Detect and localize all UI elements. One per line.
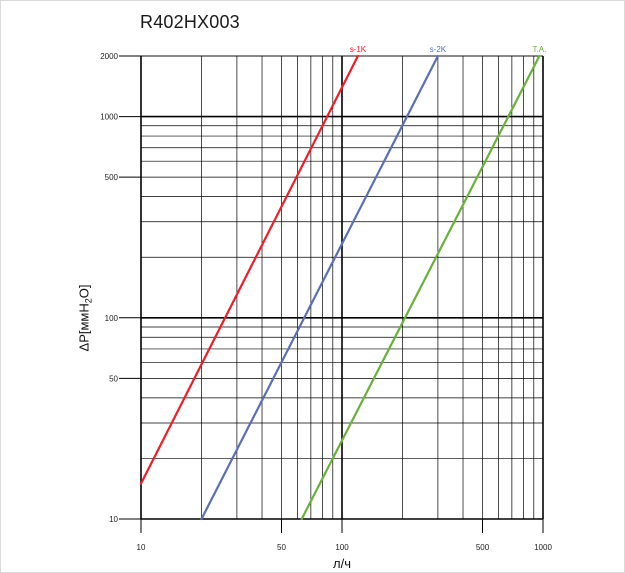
- y-tick-label: 10: [109, 515, 118, 524]
- y-tick-label: 1000: [100, 113, 118, 122]
- x-tick-label: 50: [277, 543, 286, 552]
- series-label-2: s-2K: [430, 45, 447, 54]
- y-tick-label: 100: [105, 314, 119, 323]
- x-tick-label: 10: [137, 543, 146, 552]
- x-tick-label: 1000: [534, 543, 552, 552]
- y-tick-label: 500: [105, 173, 119, 182]
- chart-title: R402HX003: [140, 12, 240, 32]
- series-line-3: [300, 54, 541, 521]
- series-label-3: T.A.: [533, 45, 547, 54]
- series-line-2: [200, 54, 439, 521]
- x-tick-label: 100: [335, 543, 349, 552]
- y-tick-label: 50: [109, 374, 118, 383]
- y-tick-label: 2000: [100, 52, 118, 61]
- x-tick-label: 500: [476, 543, 490, 552]
- x-axis-label: л/ч: [333, 556, 351, 571]
- series-line-1: [139, 54, 359, 485]
- series-label-1: s-1K: [350, 45, 367, 54]
